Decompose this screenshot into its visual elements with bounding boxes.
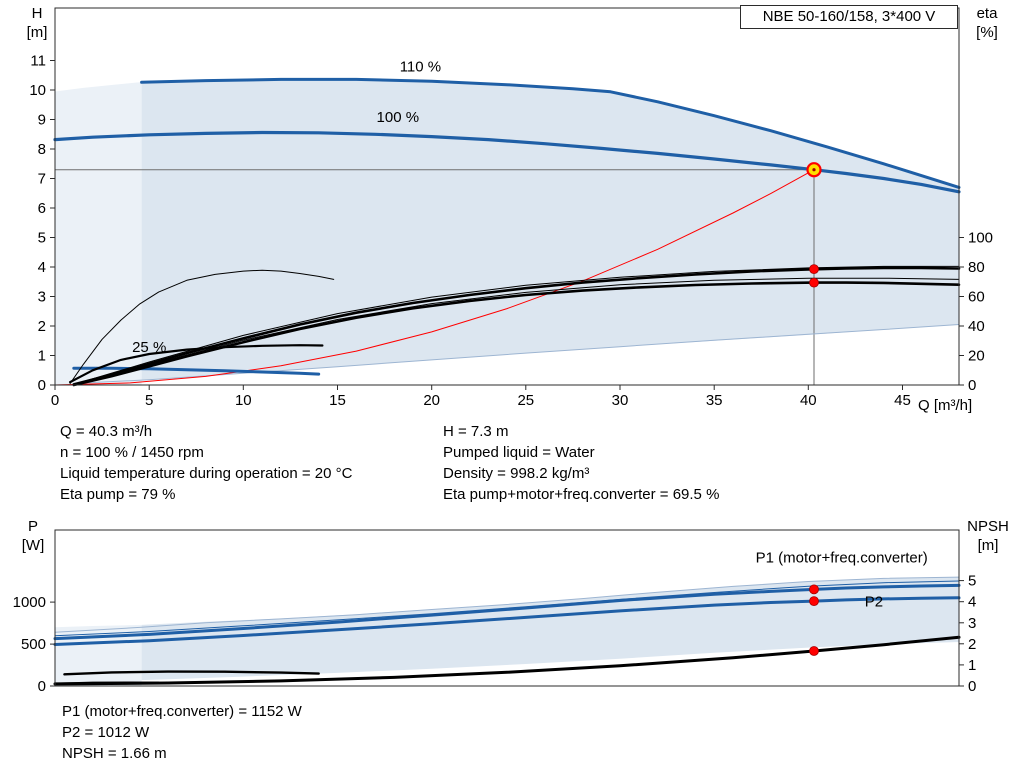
x-tick-label: 10	[235, 392, 252, 409]
y-tick-label: 6	[38, 200, 46, 217]
y-tick-label: 0	[38, 678, 46, 695]
x-tick-label: 40	[800, 392, 817, 409]
y-tick-label: 10	[29, 82, 46, 99]
info-pumped-liquid: Pumped liquid = Water	[443, 444, 595, 461]
y-tick-label: 1000	[13, 594, 46, 611]
info-h: H = 7.3 m	[443, 423, 509, 440]
right-tick-label: 0	[968, 678, 976, 695]
y-tick-label: 3	[38, 289, 46, 306]
right-tick-label: 5	[968, 573, 976, 590]
x-tick-label: 45	[894, 392, 911, 409]
x-tick-label: 20	[423, 392, 440, 409]
plot-frame	[54, 7, 960, 386]
info-eta-pump: Eta pump = 79 %	[60, 486, 176, 503]
hq-curve-group: 110 %100 %25 %0 5 10 15 20 25 30 35 40 4501234567…	[29, 7, 993, 409]
q-axis-label: Q [m³/h]	[918, 397, 973, 414]
right-tick-label: 3	[968, 615, 976, 632]
right-tick-label: 4	[968, 594, 976, 611]
y-tick-label: 0	[38, 377, 46, 394]
y-tick-label: 1	[38, 348, 46, 365]
npsh-curve	[53, 635, 961, 686]
y-tick-label: 9	[38, 112, 46, 129]
x-tick-label: 15	[329, 392, 346, 409]
x-tick-label: 5	[145, 392, 153, 409]
y-tick-label: 7	[38, 171, 46, 188]
x-tick-label: 25	[517, 392, 534, 409]
eta-25-curve	[68, 344, 324, 384]
y-tick-label: 4	[38, 259, 46, 276]
operating-range-light	[55, 82, 142, 385]
y-tick-label: 5	[38, 230, 46, 247]
eta-thin-reduced-speed	[69, 269, 335, 384]
operating-point-marker	[812, 168, 816, 172]
p-25-curve	[63, 670, 320, 676]
curve-label: 100 %	[377, 109, 420, 126]
right-tick-label: 0	[968, 377, 976, 394]
x-tick-label: 0	[51, 392, 59, 409]
right-tick-label: 60	[968, 289, 985, 306]
x-tick-label: 30	[612, 392, 629, 409]
info-eta-total: Eta pump+motor+freq.converter = 69.5 %	[443, 486, 720, 503]
curve-label: 110 %	[400, 59, 441, 76]
x-tick-label: 35	[706, 392, 723, 409]
eta-thin-upper	[73, 265, 960, 385]
curve-label: P2	[865, 594, 883, 611]
y-tick-label: 11	[30, 53, 46, 70]
p2-curve	[53, 596, 961, 646]
h-axis-label: H [m]	[26, 5, 48, 41]
right-tick-label: 20	[968, 348, 985, 365]
operating-point-marker	[809, 277, 819, 288]
duty-info-right: H = 7.3 m Pumped liquid = Water Density …	[443, 421, 719, 505]
curve-label: P1 (motor+freq.converter)	[756, 550, 928, 567]
operating-point-marker	[809, 596, 819, 606]
y-tick-label: 2	[38, 318, 46, 335]
pump-model-title: NBE 50-160/158, 3*400 V	[740, 5, 958, 29]
operating-point-marker	[809, 584, 819, 595]
duty-info-left: Q = 40.3 m³/h n = 100 % / 1450 rpm Liqui…	[60, 421, 352, 505]
npsh-axis-label: NPSH [m]	[967, 518, 1009, 554]
right-tick-label: 80	[968, 259, 985, 276]
system-curve	[54, 169, 815, 386]
info-p1: P1 (motor+freq.converter) = 1152 W	[62, 703, 302, 720]
y-tick-label: 500	[21, 636, 46, 653]
eta-total-curve	[72, 281, 961, 387]
info-speed: n = 100 % / 1450 rpm	[60, 444, 204, 461]
p1-curve	[53, 583, 961, 641]
speed-110	[140, 77, 961, 189]
operating-point-marker	[809, 646, 819, 656]
power-info: P1 (motor+freq.converter) = 1152 W P2 = …	[62, 701, 302, 764]
curve-label: 25 %	[132, 339, 166, 356]
eta-axis-label: eta [%]	[976, 5, 998, 41]
speed-100	[53, 130, 961, 194]
right-tick-label: 2	[968, 636, 976, 653]
info-npsh: NPSH = 1.66 m	[62, 745, 167, 762]
info-p2: P2 = 1012 W	[62, 724, 150, 741]
info-density: Density = 998.2 kg/m³	[443, 465, 590, 482]
power-npsh-curve-group: P1 (motor+freq.converter) P2 0 500 1000 0 1 2 3 4…	[13, 529, 976, 695]
info-q: Q = 40.3 m³/h	[60, 423, 153, 440]
eta-pump-curve	[72, 266, 961, 386]
power-upper-edge	[54, 576, 960, 633]
right-tick-label: 40	[968, 318, 985, 335]
plot-frame	[54, 529, 960, 687]
p-axis-label: P [W]	[21, 518, 45, 554]
operating-range	[141, 79, 960, 381]
operating-point-marker	[809, 264, 819, 275]
power-range-light	[55, 624, 142, 686]
speed-25	[72, 366, 321, 376]
right-tick-label: 100	[968, 230, 993, 247]
right-tick-label: 1	[968, 657, 976, 674]
info-liquid-temp: Liquid temperature during operation = 20…	[60, 465, 353, 482]
y-tick-label: 8	[38, 141, 46, 158]
